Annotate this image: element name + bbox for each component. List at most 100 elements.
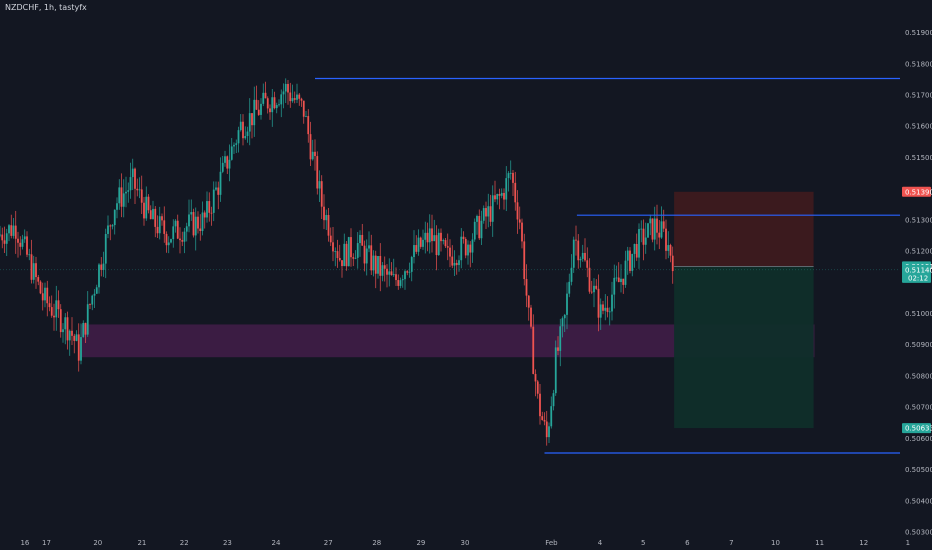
price-tick-label: 0.51900 bbox=[905, 29, 932, 37]
candle-body bbox=[55, 300, 58, 318]
candle-body bbox=[570, 267, 573, 282]
candle-body bbox=[595, 285, 598, 289]
candle-body bbox=[566, 293, 568, 315]
candle-body bbox=[604, 307, 607, 311]
candle-body bbox=[129, 177, 132, 191]
candle-body bbox=[19, 242, 22, 247]
candle-body bbox=[154, 208, 157, 227]
price-tag-label: 0.50633 bbox=[905, 425, 932, 433]
candle-body bbox=[545, 421, 548, 438]
candle-body bbox=[449, 247, 451, 257]
price-tick-label: 0.50400 bbox=[905, 497, 932, 505]
candle-body bbox=[217, 187, 220, 195]
candle-body bbox=[399, 280, 402, 286]
candle-body bbox=[386, 268, 388, 275]
candle-body bbox=[480, 220, 483, 239]
candle-body bbox=[381, 265, 384, 276]
candle-body bbox=[221, 162, 224, 172]
candle-body bbox=[440, 232, 442, 242]
candle-body bbox=[658, 232, 661, 238]
candle-body bbox=[152, 208, 154, 220]
candle-body bbox=[368, 245, 370, 249]
candle-body bbox=[28, 254, 31, 256]
candle-body bbox=[82, 322, 85, 338]
candle-body bbox=[273, 97, 276, 109]
candle-body bbox=[282, 91, 285, 95]
candle-body bbox=[242, 121, 244, 139]
candle-body bbox=[649, 218, 652, 224]
candle-body bbox=[201, 212, 204, 232]
candle-body bbox=[489, 206, 492, 222]
candle-body bbox=[149, 210, 152, 220]
candle-body bbox=[563, 314, 566, 319]
candle-body bbox=[433, 235, 436, 242]
candle-body bbox=[116, 203, 118, 210]
price-tick-label: 0.51300 bbox=[905, 216, 932, 224]
candle-body bbox=[494, 195, 496, 200]
candle-body bbox=[356, 243, 359, 258]
candle-body bbox=[379, 256, 382, 276]
candle-body bbox=[138, 189, 141, 191]
candle-body bbox=[73, 335, 76, 341]
candle-body bbox=[102, 263, 105, 270]
candle-body bbox=[667, 245, 670, 251]
time-tick-label: 5 bbox=[641, 539, 645, 547]
candle-body bbox=[248, 113, 251, 132]
candle-body bbox=[426, 232, 429, 243]
candle-body bbox=[185, 226, 188, 232]
candle-body bbox=[523, 241, 526, 280]
candle-body bbox=[417, 237, 420, 252]
candle-body bbox=[329, 235, 332, 243]
candle-body bbox=[392, 274, 395, 276]
candle-body bbox=[172, 226, 175, 240]
candle-body bbox=[23, 236, 26, 240]
candle-body bbox=[320, 181, 323, 207]
candle-body bbox=[0, 234, 1, 236]
candle-body bbox=[334, 251, 337, 252]
price-tick-label: 0.50300 bbox=[905, 529, 932, 537]
candle-body bbox=[80, 337, 82, 361]
candle-body bbox=[635, 244, 638, 258]
candle-body bbox=[314, 151, 316, 157]
stop-loss-zone bbox=[674, 191, 814, 267]
candle-body bbox=[230, 146, 233, 160]
candle-body bbox=[550, 406, 553, 427]
candle-body bbox=[370, 245, 373, 271]
candle-body bbox=[167, 242, 170, 246]
candle-body bbox=[408, 271, 411, 273]
candle-body bbox=[10, 225, 13, 236]
candle-body bbox=[1, 234, 4, 241]
candle-body bbox=[3, 240, 6, 244]
candle-body bbox=[451, 256, 454, 266]
candle-body bbox=[554, 347, 557, 394]
candle-body bbox=[176, 220, 179, 239]
candle-body bbox=[113, 209, 116, 226]
candle-body bbox=[406, 271, 409, 273]
candle-body bbox=[255, 99, 258, 110]
candle-body bbox=[491, 195, 494, 222]
time-tick-label: 7 bbox=[729, 539, 733, 547]
candle-body bbox=[350, 237, 352, 258]
candle-body bbox=[579, 258, 582, 261]
candle-body bbox=[541, 416, 544, 420]
candle-body bbox=[59, 309, 62, 333]
candle-body bbox=[653, 218, 656, 240]
candle-body bbox=[260, 103, 262, 115]
candle-body bbox=[109, 225, 112, 227]
candle-body bbox=[316, 156, 319, 189]
candle-body bbox=[671, 255, 674, 272]
candle-body bbox=[455, 262, 458, 266]
candle-body bbox=[352, 257, 355, 259]
candle-body bbox=[365, 248, 368, 264]
candle-body bbox=[577, 240, 580, 261]
candle-body bbox=[104, 233, 107, 264]
candle-body bbox=[48, 303, 51, 308]
current-price-tag bbox=[902, 264, 931, 283]
candle-body bbox=[593, 285, 595, 293]
candle-body bbox=[35, 263, 37, 278]
candle-body bbox=[397, 280, 400, 286]
candle-body bbox=[39, 281, 42, 294]
candle-body bbox=[343, 243, 346, 267]
candle-body bbox=[640, 228, 643, 230]
